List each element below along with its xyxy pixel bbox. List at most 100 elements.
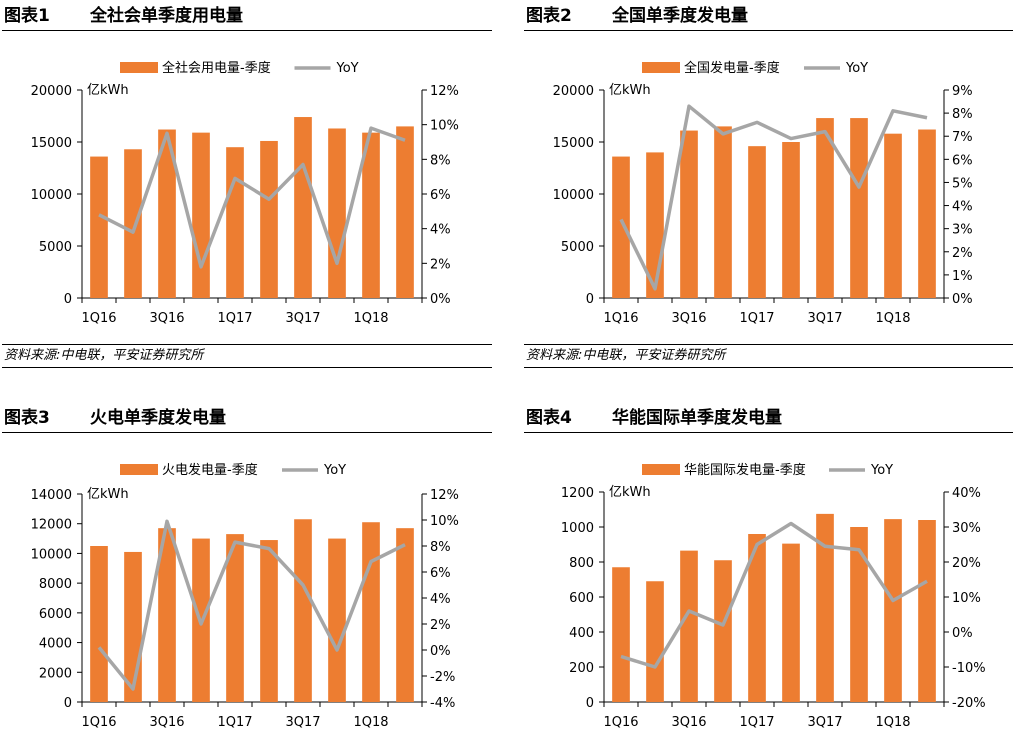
figure-title: 火电单季度发电量	[90, 408, 226, 428]
y-right-tick-label: 9%	[952, 84, 973, 99]
bar	[612, 156, 630, 298]
y-unit-label: 亿kWh	[87, 83, 129, 98]
bar	[680, 550, 698, 702]
bar	[158, 528, 176, 702]
bar	[816, 118, 834, 298]
legend-bar-swatch	[642, 464, 680, 475]
y-right-tick-label: 4%	[430, 592, 451, 607]
legend-bar-label: 华能国际发电量-季度	[684, 462, 806, 478]
legend-bar-swatch	[120, 464, 158, 475]
chart-svg: 全国发电量-季度 YoY 0 5000 10000 15000 20000 0% 1% 2% 3% 4…	[553, 60, 973, 326]
source-divider	[524, 367, 1013, 368]
y-right-tick-label: 12%	[430, 488, 459, 503]
bar	[158, 129, 176, 298]
y-left-tick-label: 800	[569, 556, 594, 571]
bar	[124, 149, 142, 298]
y-right-tick-label: 2%	[430, 257, 451, 272]
bar	[850, 118, 868, 298]
y-right-tick-label: 1%	[952, 269, 973, 284]
figure-title: 全社会单季度用电量	[90, 6, 243, 26]
figure-source: 资料来源:中电联，平安证券研究所	[526, 348, 726, 363]
y-right-tick-label: 10%	[430, 119, 459, 134]
y-left-tick-label: 12000	[31, 518, 72, 533]
y-right-tick-label: 0%	[952, 292, 973, 307]
legend-bar-label: 全国发电量-季度	[684, 60, 780, 76]
y-left-tick-label: 5000	[561, 240, 594, 255]
legend-bar-swatch	[120, 62, 158, 73]
bar	[192, 132, 210, 298]
figure-label: 图表3	[4, 408, 50, 428]
y-right-tick-label: 2%	[952, 246, 973, 261]
bar	[260, 140, 278, 298]
legend-bar-label: 火电发电量-季度	[162, 462, 258, 478]
bar	[646, 581, 664, 702]
y-right-tick-label: 8%	[430, 153, 451, 168]
bar	[328, 128, 346, 298]
source-divider	[2, 367, 492, 368]
x-tick-label: 1Q18	[353, 311, 388, 326]
bar	[918, 520, 936, 702]
y-right-tick-label: 40%	[952, 486, 981, 501]
bar	[294, 519, 312, 702]
bar	[850, 527, 868, 702]
y-unit-label: 亿kWh	[609, 83, 651, 98]
x-tick-label: 3Q16	[671, 715, 706, 730]
y-right-tick-label: 10%	[430, 514, 459, 529]
chart-panel-4: 图表4 华能国际单季度发电量 华能国际发电量-季度 YoY 0 200 400 600 80…	[524, 404, 1013, 746]
figure-source: 资料来源:中电联，平安证券研究所	[4, 348, 204, 363]
bar	[918, 129, 936, 298]
chart-panel-3: 图表3 火电单季度发电量 火电发电量-季度 YoY 0 2000 4000 6000 800…	[2, 404, 492, 746]
bar	[396, 126, 414, 299]
y-right-tick-label: 30%	[952, 521, 981, 536]
y-right-tick-label: 6%	[430, 566, 451, 581]
y-right-tick-label: -2%	[430, 670, 455, 685]
figure-label: 图表4	[526, 408, 572, 428]
y-right-tick-label: 4%	[430, 223, 451, 238]
y-right-tick-label: 7%	[952, 130, 973, 145]
legend-bar-swatch	[642, 62, 680, 73]
x-tick-label: 1Q17	[739, 715, 774, 730]
bar	[90, 546, 108, 702]
bar	[714, 126, 732, 299]
y-left-tick-label: 1200	[561, 486, 594, 501]
figure-label: 图表1	[4, 6, 50, 26]
y-left-tick-label: 5000	[39, 240, 72, 255]
y-right-tick-label: 0%	[430, 644, 451, 659]
x-tick-label: 1Q16	[603, 311, 638, 326]
source-divider	[2, 344, 492, 345]
y-right-tick-label: 3%	[952, 223, 973, 238]
x-tick-label: 3Q16	[149, 311, 184, 326]
bar	[748, 146, 766, 298]
bar	[362, 132, 380, 298]
x-tick-label: 3Q17	[807, 715, 842, 730]
y-left-tick-label: 0	[64, 696, 72, 711]
bar	[680, 130, 698, 298]
y-left-tick-label: 400	[569, 626, 594, 641]
y-left-tick-label: 20000	[31, 84, 72, 99]
x-tick-label: 3Q17	[807, 311, 842, 326]
y-right-tick-label: 4%	[952, 200, 973, 215]
x-tick-label: 3Q17	[285, 311, 320, 326]
figure-title: 华能国际单季度发电量	[612, 408, 782, 428]
y-right-tick-label: 8%	[430, 540, 451, 555]
y-right-tick-label: 5%	[952, 176, 973, 191]
chart-panel-2: 图表2 全国单季度发电量 全国发电量-季度 YoY 0 5000 10000 15000 2…	[524, 2, 1013, 368]
x-tick-label: 1Q17	[217, 715, 252, 730]
y-unit-label: 亿kWh	[609, 485, 651, 500]
y-right-tick-label: -4%	[430, 696, 455, 711]
bar	[884, 133, 902, 298]
x-tick-label: 1Q16	[603, 715, 638, 730]
y-right-tick-label: 0%	[952, 626, 973, 641]
bar	[782, 543, 800, 702]
bar	[396, 528, 414, 702]
legend-line-label: YoY	[336, 61, 359, 76]
x-tick-label: 3Q16	[671, 311, 706, 326]
figure-label: 图表2	[526, 6, 572, 26]
y-right-tick-label: 8%	[952, 107, 973, 122]
bar	[226, 147, 244, 298]
y-left-tick-label: 20000	[553, 84, 594, 99]
bar	[226, 534, 244, 702]
bar	[362, 522, 380, 702]
chart-panel-1: 图表1 全社会单季度用电量 全社会用电量-季度 YoY 0 5000 10000 1500…	[2, 2, 492, 368]
y-left-tick-label: 8000	[39, 577, 72, 592]
